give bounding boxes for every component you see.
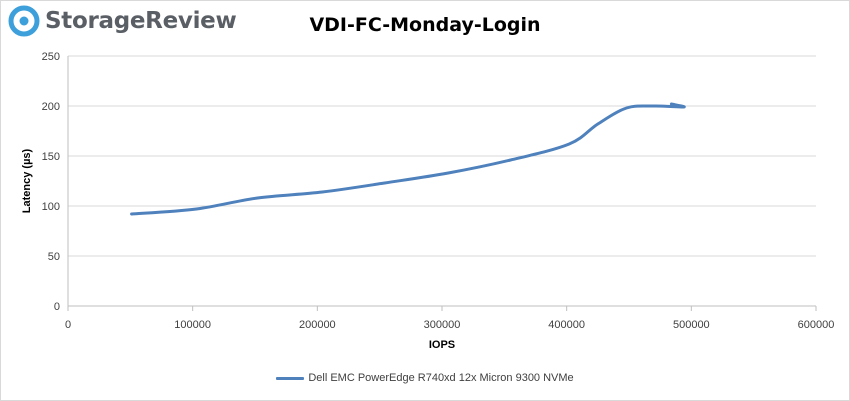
- y-axis-label: Latency (µs): [21, 148, 33, 213]
- storagereview-logo: StorageReview: [8, 4, 237, 38]
- x-tick-label: 200000: [299, 319, 336, 331]
- x-tick-label: 400000: [548, 319, 585, 331]
- y-tick-label: 250: [42, 51, 60, 63]
- y-tick-label: 100: [42, 201, 60, 213]
- logo-text: StorageReview: [45, 8, 237, 34]
- y-tick-label: 0: [54, 301, 60, 313]
- legend-series-swatch: [276, 376, 305, 380]
- x-tick-label: 300000: [424, 319, 461, 331]
- chart-title: VDI-FC-Monday-Login: [309, 14, 541, 36]
- storagereview-logo-icon: [8, 5, 40, 37]
- y-tick-label: 150: [42, 151, 60, 163]
- x-tick-label: 600000: [798, 319, 835, 331]
- x-axis-label: IOPS: [429, 339, 455, 351]
- x-tick-label: 500000: [673, 319, 710, 331]
- y-tick-label: 50: [48, 251, 60, 263]
- x-tick-label: 100000: [174, 319, 211, 331]
- series-line: [130, 102, 686, 216]
- x-tick-label: 0: [65, 319, 71, 331]
- legend-series-label: Dell EMC PowerEdge R740xd 12x Micron 930…: [308, 372, 574, 384]
- y-tick-label: 200: [42, 101, 60, 113]
- chart-legend: Dell EMC PowerEdge R740xd 12x Micron 930…: [0, 372, 850, 384]
